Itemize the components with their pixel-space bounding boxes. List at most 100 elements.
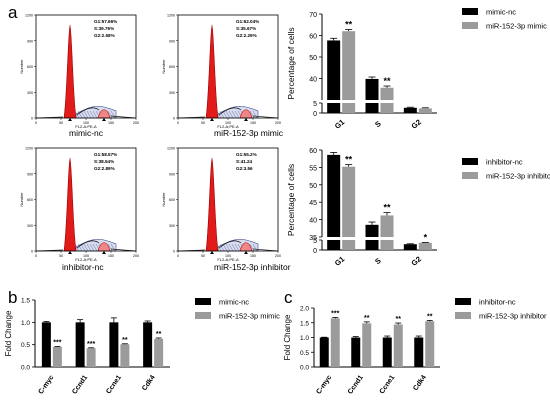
- flow-hatch-line: [92, 110, 98, 119]
- chart-c: 0.0 0.5 1.0 1.5 2.0 Fold Change *** C-myc ** Ccnd…: [283, 298, 547, 396]
- x-tick-label: Ccne1: [105, 374, 123, 395]
- flow-hatch-line: [80, 243, 86, 252]
- bar: [365, 78, 379, 100]
- flow-y-tick-label: 900: [27, 172, 33, 176]
- flow-y-tick-label: 0: [173, 117, 175, 121]
- significance-label: ***: [53, 339, 61, 346]
- bar: [154, 338, 164, 367]
- y-tick-label: 50: [309, 183, 317, 190]
- legend-label: miR-152-3p mimic: [486, 22, 547, 31]
- y-axis-label: Fold Change: [283, 314, 292, 360]
- legend-swatch: [462, 22, 478, 29]
- x-tick-label: Cdk4: [141, 374, 157, 392]
- flow-stat: G2:3.56: [236, 166, 253, 171]
- bar: [41, 322, 51, 367]
- significance-label: *: [424, 232, 428, 242]
- flow-stat: G2:2.89%: [94, 166, 115, 171]
- panel-letter: a: [8, 3, 18, 22]
- flow-y-label: Number: [161, 59, 166, 74]
- legend-swatch: [462, 158, 478, 165]
- y-tick-label: 45: [309, 200, 317, 207]
- flow-hatch-line: [228, 243, 234, 252]
- flow-caption: miR-152-3p inhibitor: [214, 262, 291, 272]
- flow-x-label: FL2-A:PE-A: [75, 257, 97, 262]
- legend-label: miR-152-3p inhibitor: [479, 312, 547, 321]
- bar: [120, 344, 130, 367]
- bar: [327, 103, 341, 113]
- bar: [52, 346, 62, 367]
- flow-hatch-line: [107, 243, 113, 252]
- y-tick-label: 0.0: [300, 365, 309, 372]
- bar: [380, 103, 394, 113]
- flow-x-tick-label: 50: [59, 254, 63, 258]
- flow-peak-marker: [68, 251, 72, 254]
- flow-x-tick-label: 200: [275, 254, 281, 258]
- flow-g1-peak: [205, 24, 219, 119]
- significance-label: **: [345, 19, 353, 29]
- x-tick-label: G1: [333, 254, 346, 267]
- x-tick-label: G2: [409, 117, 422, 130]
- flow-histogram: 0 300 600 900 1200 0 50 100 150 200 Number FL2-A:PE…: [19, 147, 139, 273]
- flow-caption: mimic-nc: [69, 128, 104, 138]
- flow-caption: inhibitor-nc: [62, 262, 104, 272]
- flow-y-tick-label: 300: [27, 91, 33, 95]
- significance-label: **: [122, 337, 128, 344]
- bar: [418, 108, 432, 113]
- bar: [403, 244, 417, 250]
- flow-hatch-line: [219, 110, 225, 119]
- flow-x-tick-label: 150: [108, 254, 114, 258]
- legend-swatch: [462, 172, 478, 179]
- flow-peak-marker: [210, 251, 214, 254]
- flow-hatch-line: [110, 243, 116, 252]
- flow-hatch-line: [92, 243, 98, 252]
- flow-hatch-line: [74, 243, 80, 252]
- significance-label: **: [396, 316, 402, 323]
- flow-hatch-line: [110, 110, 116, 119]
- bar: [327, 240, 341, 250]
- flow-y-tick-label: 900: [169, 172, 175, 176]
- flow-y-tick-label: 600: [169, 65, 175, 69]
- y-tick-label: 0: [313, 111, 317, 118]
- flow-hatch-line: [77, 243, 83, 252]
- y-tick-label: 55: [309, 165, 317, 172]
- flow-frame: [177, 14, 279, 119]
- flow-y-tick-label: 1200: [167, 14, 175, 18]
- bar: [403, 107, 417, 113]
- panel-letter: c: [284, 288, 293, 307]
- flow-x-label: FL2-A:PE-A: [75, 124, 97, 129]
- flow-y-tick-label: 1200: [167, 147, 175, 151]
- flow-stat: G1:58.57%: [94, 152, 117, 157]
- y-tick-label: 60: [309, 148, 317, 155]
- flow-y-tick-label: 300: [169, 91, 175, 95]
- y-tick-label: 0.5: [21, 342, 30, 349]
- bar: [342, 103, 356, 113]
- flow-hatch-line: [89, 243, 95, 252]
- flow-x-tick-label: 50: [201, 254, 205, 258]
- chart-a_top: 0 5 40 50 60 70 Percentage of cells ** G1 ** S G2 mi…: [286, 8, 547, 131]
- bar: [86, 348, 96, 367]
- bar: [143, 322, 153, 367]
- bar: [362, 323, 372, 367]
- flow-hatch-line: [225, 243, 231, 252]
- flow-hatch-line: [222, 243, 228, 252]
- legend-swatch: [455, 298, 471, 305]
- flow-hatch-line: [83, 243, 89, 252]
- flow-y-tick-label: 600: [27, 198, 33, 202]
- flow-hatch-line: [216, 110, 222, 119]
- flow-x-tick-label: 150: [108, 121, 114, 125]
- y-tick-label: 2.0: [300, 306, 309, 313]
- flow-caption: miR-152-3p mimic: [214, 128, 284, 138]
- bar: [393, 324, 403, 367]
- flow-stat: S:41.24: [236, 159, 253, 164]
- flow-g1-peak: [63, 24, 77, 119]
- flow-y-label: Number: [19, 192, 24, 207]
- y-tick-label: 60: [309, 34, 317, 41]
- y-axis-label: Fold Change: [4, 310, 13, 356]
- legend-label: inhibitor-nc: [486, 158, 523, 167]
- flow-stat: G1:62.04%: [236, 19, 259, 24]
- flow-x-tick-label: 150: [250, 254, 256, 258]
- flow-y-label: Number: [19, 59, 24, 74]
- flow-x-tick-label: 200: [133, 254, 139, 258]
